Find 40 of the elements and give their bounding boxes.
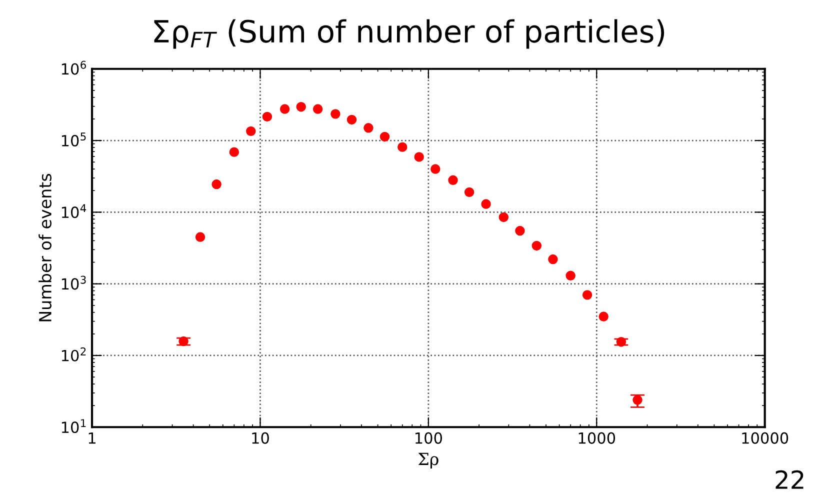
point (532, 240, 542, 251)
point (229, 147, 240, 157)
y-tick-label: 10$^{2}$ (62, 347, 86, 362)
point (448, 175, 458, 185)
text: 22 (776, 470, 804, 489)
y-axis-title: Number of events (38, 174, 52, 322)
y-tick-label: 10$^{5}$ (62, 132, 86, 146)
point (280, 104, 290, 114)
point (364, 123, 374, 133)
point (330, 109, 340, 119)
point (481, 199, 491, 209)
point (212, 179, 222, 190)
point (566, 270, 576, 281)
point (398, 142, 408, 152)
point (582, 290, 592, 300)
point (246, 126, 256, 136)
x-tick-label: 100 (416, 432, 442, 444)
point (346, 114, 357, 125)
y-tick-label: 10$^{3}$ (62, 276, 86, 290)
point (430, 164, 440, 174)
point (195, 232, 206, 242)
point (312, 104, 323, 114)
point (515, 226, 525, 236)
point (598, 312, 608, 322)
point (262, 112, 272, 122)
point (414, 152, 424, 162)
x-tick-label: 1 (88, 432, 96, 444)
y-tick-label: 10$^{6}$ (62, 60, 86, 75)
chart-title: Σρ$_{FT}$ (Sum of number of particles) (154, 19, 664, 49)
point (296, 102, 306, 112)
point (498, 212, 508, 222)
x-axis-title: Σρ (418, 452, 438, 468)
point (548, 254, 558, 264)
y-tick-label: 10$^{4}$ (62, 204, 86, 218)
y-tick-label: 10$^{1}$ (62, 419, 86, 434)
point (464, 187, 474, 198)
x-tick-label: 10 (252, 432, 269, 444)
x-tick-label: 1000 (578, 432, 616, 444)
point (380, 132, 390, 142)
x-tick-label: 10000 (742, 432, 788, 444)
